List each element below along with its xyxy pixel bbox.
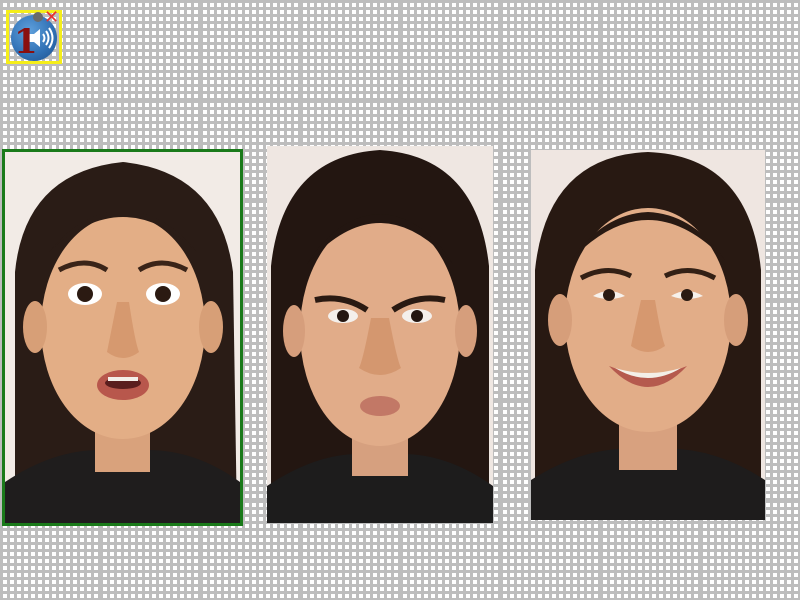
face-option-angry[interactable] — [267, 146, 493, 523]
face-option-happy[interactable] — [531, 150, 765, 520]
audio-play-widget[interactable]: ✕ 1 — [6, 7, 62, 64]
close-icon[interactable]: ✕ — [44, 7, 60, 28]
indicator-dot-icon — [33, 12, 43, 22]
face-image-angry — [267, 146, 493, 523]
speaker-icon — [29, 27, 54, 49]
face-image-surprised — [5, 152, 240, 523]
face-image-happy — [531, 150, 765, 520]
face-option-surprised[interactable] — [2, 149, 243, 526]
trial-number: 1 — [14, 22, 38, 62]
